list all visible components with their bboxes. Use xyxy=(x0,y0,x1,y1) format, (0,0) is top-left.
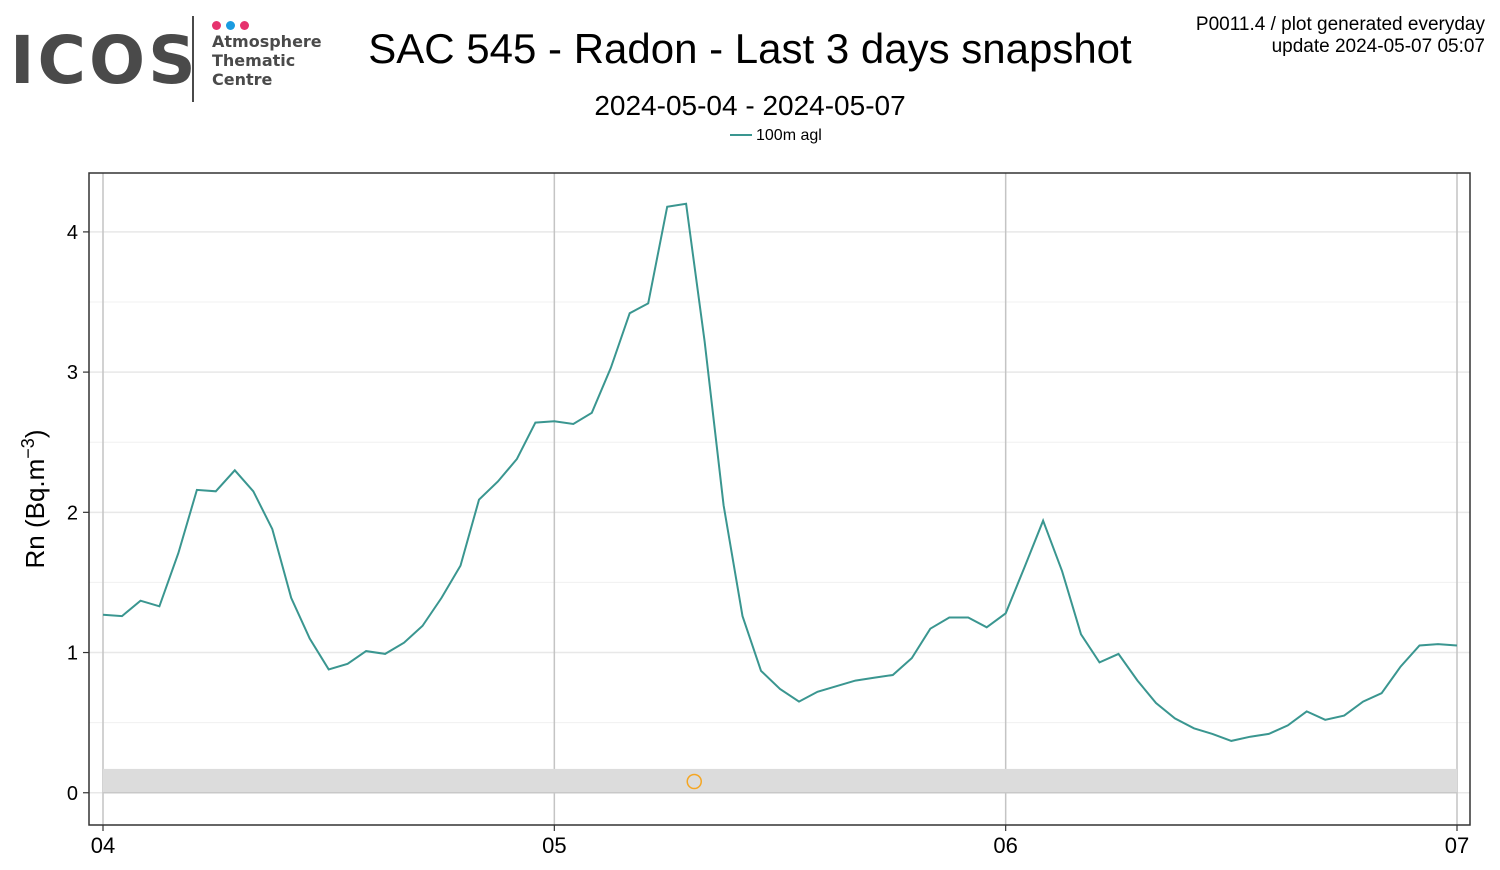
logo-text: Atmosphere Thematic Centre xyxy=(212,32,322,89)
logo-divider xyxy=(192,16,194,102)
y-tick-label: 4 xyxy=(67,222,78,244)
y-tick-label: 1 xyxy=(67,643,78,665)
chart-title: SAC 545 - Radon - Last 3 days snapshot xyxy=(368,25,1132,72)
x-tick-label: 06 xyxy=(993,833,1017,858)
y-tick-label: 2 xyxy=(67,502,78,524)
logo-dot xyxy=(240,21,249,30)
y-axis-label: Rn (Bq.m−3) xyxy=(18,429,50,568)
legend-label: 100m agl xyxy=(756,127,822,144)
chart-subtitle: 2024-05-04 - 2024-05-07 xyxy=(594,90,906,121)
icos-logo: ICOS Atmosphere Thematic Centre xyxy=(10,14,330,106)
panel-border xyxy=(88,172,1471,826)
y-tick-label: 3 xyxy=(67,362,78,384)
logo-text-line: Atmosphere xyxy=(212,32,322,51)
legend-swatch xyxy=(730,133,752,136)
x-tick-label: 04 xyxy=(91,833,115,858)
logo-dot xyxy=(212,21,221,30)
threshold-band xyxy=(103,768,1457,793)
data-point xyxy=(686,773,702,790)
x-tick-label: 05 xyxy=(542,833,566,858)
generation-info: P0011.4 / plot generated everyday update… xyxy=(1196,14,1485,58)
generation-info-line: update 2024-05-07 05:07 xyxy=(1271,36,1485,57)
legend: 100m agl xyxy=(730,126,822,146)
logo-text-line: Centre xyxy=(212,70,273,89)
logo-wordmark: ICOS xyxy=(10,22,199,99)
generation-info-line: P0011.4 / plot generated everyday xyxy=(1195,14,1485,35)
logo-dot xyxy=(226,21,235,30)
series-line-0 xyxy=(102,202,1458,742)
y-tick-label: 0 xyxy=(67,783,78,805)
x-tick-label: 07 xyxy=(1445,833,1469,858)
logo-dots-icon xyxy=(212,17,254,35)
logo-text-line: Thematic xyxy=(212,51,296,70)
